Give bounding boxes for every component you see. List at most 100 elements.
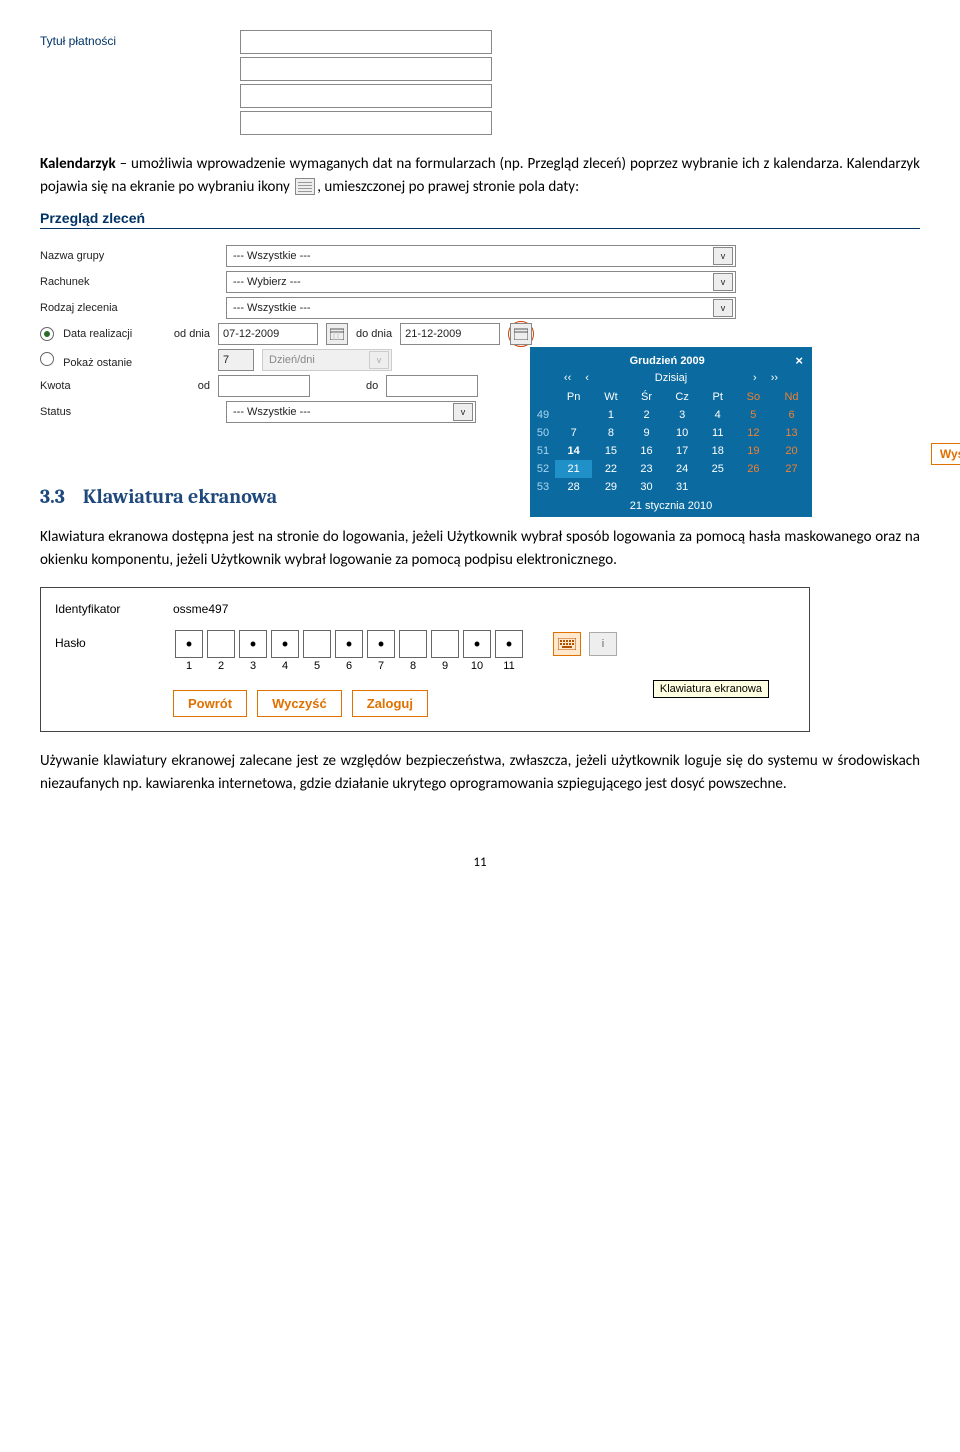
payment-title-input-4[interactable] [240,111,492,135]
calendar-day[interactable]: 10 [664,424,701,442]
calendar-day[interactable]: 9 [630,424,664,442]
calendar-day[interactable]: 13 [772,424,811,442]
keyboard-icons: i [553,632,617,656]
calendar-day[interactable]: 6 [772,406,811,424]
calendar-day[interactable]: 18 [701,442,735,460]
password-char-cell[interactable]: • [463,630,491,658]
calendar-day[interactable]: 20 [772,442,811,460]
payment-title-input-3[interactable] [240,84,492,108]
calendar-week-number: 49 [531,406,555,424]
calendar-prev-year[interactable]: ‹‹ [564,372,571,384]
calendar-day[interactable]: 22 [592,460,629,478]
password-index: 4 [282,660,288,672]
keyboard-recommendation: Używanie klawiatury ekranowej zalecane j… [40,750,920,795]
calendar-prev-month[interactable]: ‹ [585,372,589,384]
calendar-next-year[interactable]: ›› [771,372,778,384]
filter-panel: Nazwa grupy --- Wszystkie --- v Rachunek… [40,243,920,425]
calendar-day[interactable]: 21 [555,460,592,478]
calendar-day[interactable]: 19 [735,442,772,460]
calendar-day[interactable]: 26 [735,460,772,478]
calendar-day[interactable]: 16 [630,442,664,460]
amount-from-input[interactable] [218,375,310,397]
info-icon[interactable]: i [589,632,617,656]
calendar-day[interactable]: 29 [592,478,629,496]
calendar-day[interactable]: 5 [735,406,772,424]
password-index: 8 [410,660,416,672]
amount-from-label: od [168,380,210,392]
password-char-cell [207,630,235,658]
calendar-day [555,406,592,424]
status-label: Status [40,406,160,418]
date-radio-selected[interactable] [40,327,54,341]
onscreen-keyboard-icon[interactable] [553,632,581,656]
chevron-down-icon: v [713,273,733,291]
password-char-cell[interactable]: • [367,630,395,658]
login-button[interactable]: Zaloguj [352,690,428,717]
last-days-radio-row: Pokaż ostanie [40,352,160,369]
password-char-cell[interactable]: • [271,630,299,658]
calendar-day[interactable]: 4 [701,406,735,424]
chevron-down-icon: v [453,403,473,421]
password-index: 5 [314,660,320,672]
from-date-calendar-button[interactable] [326,323,348,345]
date-radio-label: Data realizacji [63,328,132,340]
payment-title-input-1[interactable] [240,30,492,54]
calendar-week-number: 50 [531,424,555,442]
calendar-day [701,478,735,496]
calendar-week-number: 52 [531,460,555,478]
account-select[interactable]: --- Wybierz --- v [226,271,736,293]
calendar-day[interactable]: 1 [592,406,629,424]
from-date-label: od dnia [168,328,210,340]
calendar-day[interactable]: 15 [592,442,629,460]
last-days-radio[interactable] [40,352,54,366]
from-date-input[interactable]: 07-12-2009 [218,323,318,345]
payment-title-input-2[interactable] [240,57,492,81]
status-select[interactable]: --- Wszystkie --- v [226,401,476,423]
payment-title-label: Tytuł płatności [40,30,240,48]
date-row: Data realizacji od dnia 07-12-2009 do dn… [40,321,920,347]
calendar-next-month[interactable]: › [753,372,757,384]
calendar-day[interactable]: 27 [772,460,811,478]
keyboard-description: Klawiatura ekranowa dostępna jest na str… [40,526,920,571]
calendar-day[interactable]: 8 [592,424,629,442]
calendar-day[interactable]: 31 [664,478,701,496]
amount-to-input[interactable] [386,375,478,397]
calendar-day[interactable]: 28 [555,478,592,496]
to-date-calendar-button[interactable] [510,323,532,345]
identifier-label: Identyfikator [55,602,155,616]
calendar-month-title: Grudzień 2009 [630,355,705,367]
order-type-row: Rodzaj zlecenia --- Wszystkie --- v [40,295,920,321]
calendar-day[interactable]: 11 [701,424,735,442]
calendar-day[interactable]: 30 [630,478,664,496]
password-label: Hasło [55,630,155,650]
calendar-today-link[interactable]: Dzisiaj [655,372,687,384]
calendar-day[interactable]: 25 [701,460,735,478]
group-name-select[interactable]: --- Wszystkie --- v [226,245,736,267]
payment-title-row: Tytuł płatności [40,30,920,135]
show-button[interactable]: Wyświetl [931,443,960,465]
back-button[interactable]: Powrót [173,690,247,717]
account-row: Rachunek --- Wybierz --- v [40,269,920,295]
clear-button[interactable]: Wyczyść [257,690,342,717]
calendar-day[interactable]: 2 [630,406,664,424]
order-type-select[interactable]: --- Wszystkie --- v [226,297,736,319]
calendar-day[interactable]: 3 [664,406,701,424]
password-char-cell[interactable]: • [175,630,203,658]
account-label: Rachunek [40,276,160,288]
calendar-day[interactable]: 24 [664,460,701,478]
identifier-row: Identyfikator ossme497 [55,602,795,616]
calendar-day[interactable]: 14 [555,442,592,460]
password-index: 6 [346,660,352,672]
calendar-day[interactable]: 7 [555,424,592,442]
calendar-popup: Grudzień 2009 × ‹‹ ‹ Dzisiaj › ›› Pn Wt … [530,347,812,517]
amount-label: Kwota [40,380,160,392]
calendar-day[interactable]: 12 [735,424,772,442]
password-char-cell[interactable]: • [239,630,267,658]
calendar-close-icon[interactable]: × [795,353,803,368]
calendar-day[interactable]: 23 [630,460,664,478]
password-index: 1 [186,660,192,672]
password-char-cell[interactable]: • [335,630,363,658]
password-char-cell[interactable]: • [495,630,523,658]
to-date-input[interactable]: 21-12-2009 [400,323,500,345]
calendar-day[interactable]: 17 [664,442,701,460]
